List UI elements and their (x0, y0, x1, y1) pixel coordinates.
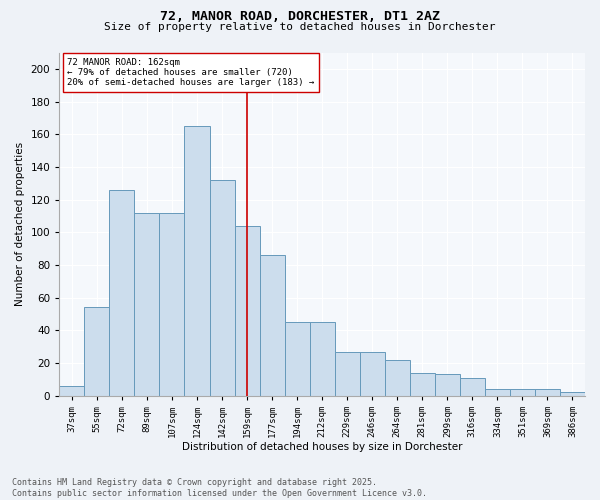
Bar (560, 392, 585, 396)
Bar (335, 352, 360, 396)
Bar (134, 212, 160, 396)
Text: Contains HM Land Registry data © Crown copyright and database right 2025.
Contai: Contains HM Land Registry data © Crown c… (12, 478, 427, 498)
Bar (435, 374, 460, 396)
Bar (410, 373, 435, 396)
Bar (510, 389, 535, 396)
Bar (460, 378, 485, 396)
Bar (184, 126, 209, 396)
Bar (535, 389, 560, 396)
Text: Size of property relative to detached houses in Dorchester: Size of property relative to detached ho… (104, 22, 496, 32)
Bar (360, 352, 385, 396)
Bar (59, 386, 85, 396)
Bar (385, 360, 410, 396)
Bar (310, 322, 335, 396)
Bar (85, 308, 109, 396)
Bar (109, 190, 134, 396)
Bar (209, 180, 235, 396)
Bar (485, 389, 510, 396)
X-axis label: Distribution of detached houses by size in Dorchester: Distribution of detached houses by size … (182, 442, 463, 452)
Y-axis label: Number of detached properties: Number of detached properties (15, 142, 25, 306)
Bar (235, 226, 260, 396)
Bar (160, 212, 184, 396)
Text: 72, MANOR ROAD, DORCHESTER, DT1 2AZ: 72, MANOR ROAD, DORCHESTER, DT1 2AZ (160, 10, 440, 23)
Bar (284, 322, 310, 396)
Bar (260, 255, 284, 396)
Text: 72 MANOR ROAD: 162sqm
← 79% of detached houses are smaller (720)
20% of semi-det: 72 MANOR ROAD: 162sqm ← 79% of detached … (67, 58, 314, 88)
